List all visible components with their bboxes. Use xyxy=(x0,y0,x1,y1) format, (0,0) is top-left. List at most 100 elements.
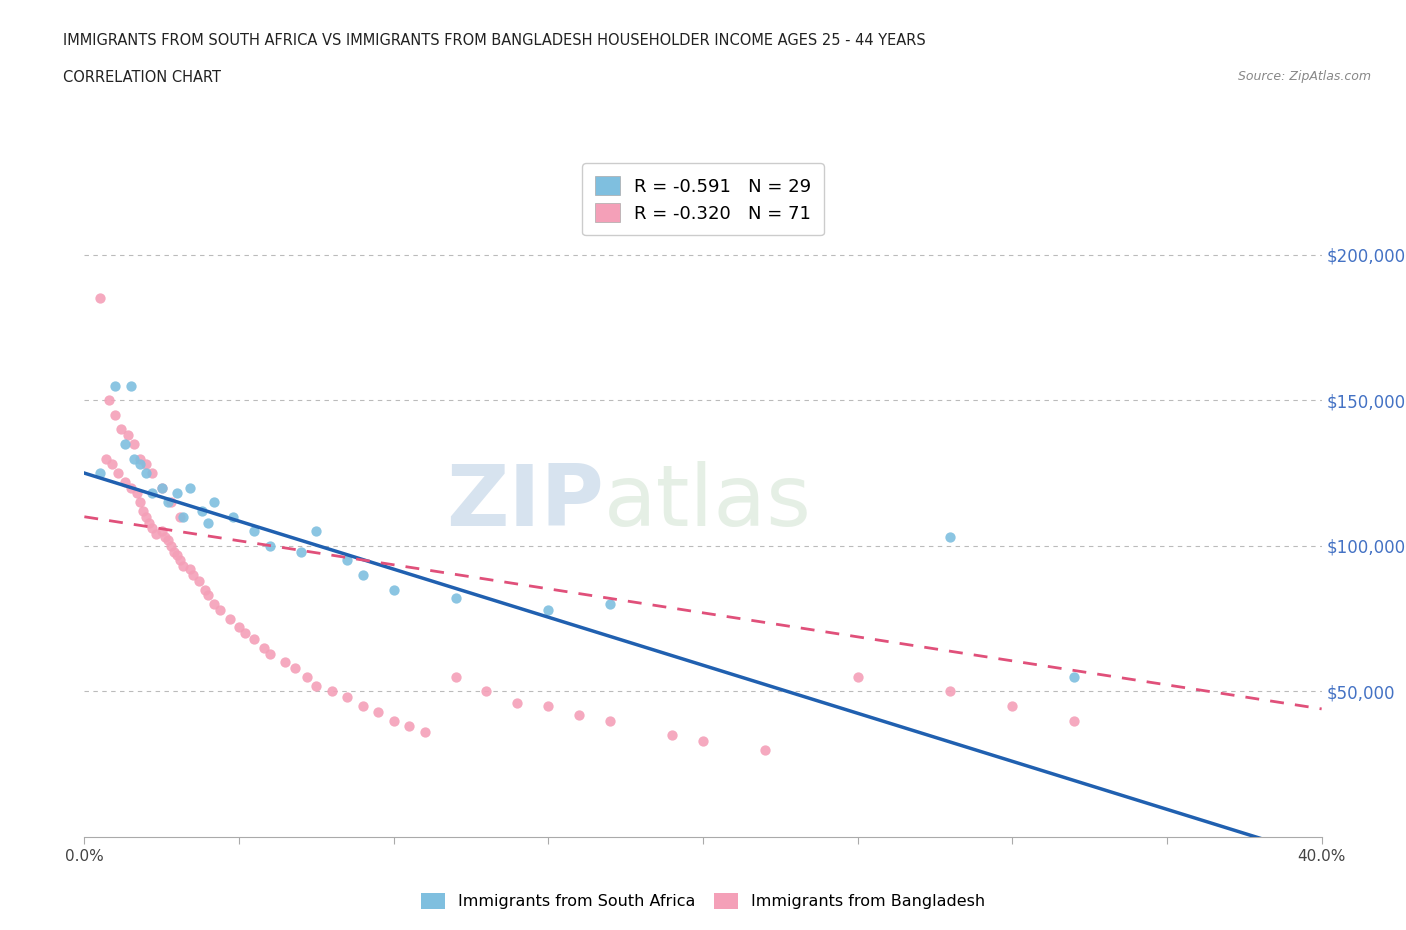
Point xyxy=(382,713,405,728)
Point xyxy=(599,713,621,728)
Point xyxy=(599,597,621,612)
Point xyxy=(537,603,560,618)
Point xyxy=(169,553,191,568)
Point xyxy=(107,466,129,481)
Point xyxy=(89,466,111,481)
Point xyxy=(114,436,136,451)
Text: ZIP: ZIP xyxy=(446,460,605,544)
Point xyxy=(135,466,157,481)
Point xyxy=(475,684,498,698)
Point xyxy=(122,451,145,466)
Point xyxy=(179,562,201,577)
Point xyxy=(259,646,281,661)
Point xyxy=(398,719,420,734)
Point xyxy=(166,486,188,501)
Point xyxy=(141,486,163,501)
Point xyxy=(506,696,529,711)
Point xyxy=(160,538,183,553)
Point xyxy=(117,428,139,443)
Point xyxy=(135,510,157,525)
Point xyxy=(129,495,152,510)
Point xyxy=(1063,713,1085,728)
Point xyxy=(228,620,250,635)
Point xyxy=(295,670,318,684)
Point xyxy=(141,521,163,536)
Point xyxy=(191,503,214,518)
Point xyxy=(160,495,183,510)
Point xyxy=(101,457,124,472)
Point xyxy=(202,597,225,612)
Point xyxy=(413,724,436,739)
Legend: Immigrants from South Africa, Immigrants from Bangladesh: Immigrants from South Africa, Immigrants… xyxy=(413,884,993,917)
Point xyxy=(352,698,374,713)
Point xyxy=(153,530,176,545)
Legend: R = -0.591   N = 29, R = -0.320   N = 71: R = -0.591 N = 29, R = -0.320 N = 71 xyxy=(582,163,824,235)
Point xyxy=(692,734,714,749)
Point xyxy=(156,533,179,548)
Point xyxy=(104,379,127,393)
Point xyxy=(305,678,328,693)
Point xyxy=(179,480,201,495)
Point xyxy=(321,684,343,698)
Point xyxy=(284,660,307,675)
Point xyxy=(98,392,121,407)
Point xyxy=(187,574,209,589)
Point xyxy=(290,544,312,559)
Point xyxy=(243,631,266,646)
Point xyxy=(274,655,297,670)
Point xyxy=(169,510,191,525)
Point xyxy=(150,480,173,495)
Point xyxy=(114,474,136,489)
Point xyxy=(754,742,776,757)
Point xyxy=(1063,670,1085,684)
Point xyxy=(444,591,467,605)
Point xyxy=(382,582,405,597)
Point xyxy=(135,457,157,472)
Text: Source: ZipAtlas.com: Source: ZipAtlas.com xyxy=(1237,70,1371,83)
Point xyxy=(194,582,217,597)
Point xyxy=(172,510,194,525)
Point xyxy=(568,708,591,723)
Point xyxy=(537,698,560,713)
Point xyxy=(172,559,194,574)
Point xyxy=(222,510,245,525)
Point xyxy=(218,611,240,626)
Point xyxy=(939,684,962,698)
Point xyxy=(336,553,359,568)
Point xyxy=(367,704,389,719)
Point xyxy=(141,466,163,481)
Point xyxy=(209,603,232,618)
Point xyxy=(197,588,219,603)
Point xyxy=(243,524,266,538)
Point xyxy=(336,690,359,705)
Point xyxy=(129,451,152,466)
Text: IMMIGRANTS FROM SOUTH AFRICA VS IMMIGRANTS FROM BANGLADESH HOUSEHOLDER INCOME AG: IMMIGRANTS FROM SOUTH AFRICA VS IMMIGRAN… xyxy=(63,33,927,47)
Point xyxy=(181,567,204,582)
Point xyxy=(202,495,225,510)
Text: atlas: atlas xyxy=(605,460,813,544)
Point xyxy=(125,486,148,501)
Point xyxy=(156,495,179,510)
Point xyxy=(122,436,145,451)
Point xyxy=(253,641,276,656)
Point xyxy=(444,670,467,684)
Point xyxy=(104,407,127,422)
Point xyxy=(1001,698,1024,713)
Point xyxy=(846,670,869,684)
Point xyxy=(94,451,117,466)
Point xyxy=(110,422,132,437)
Point xyxy=(132,503,155,518)
Point xyxy=(129,457,152,472)
Point xyxy=(305,524,328,538)
Point xyxy=(197,515,219,530)
Point xyxy=(233,626,256,641)
Point xyxy=(120,480,142,495)
Point xyxy=(145,526,167,541)
Point xyxy=(89,291,111,306)
Point xyxy=(150,524,173,538)
Point xyxy=(138,515,160,530)
Point xyxy=(166,547,188,562)
Point xyxy=(939,530,962,545)
Point xyxy=(352,567,374,582)
Point xyxy=(259,538,281,553)
